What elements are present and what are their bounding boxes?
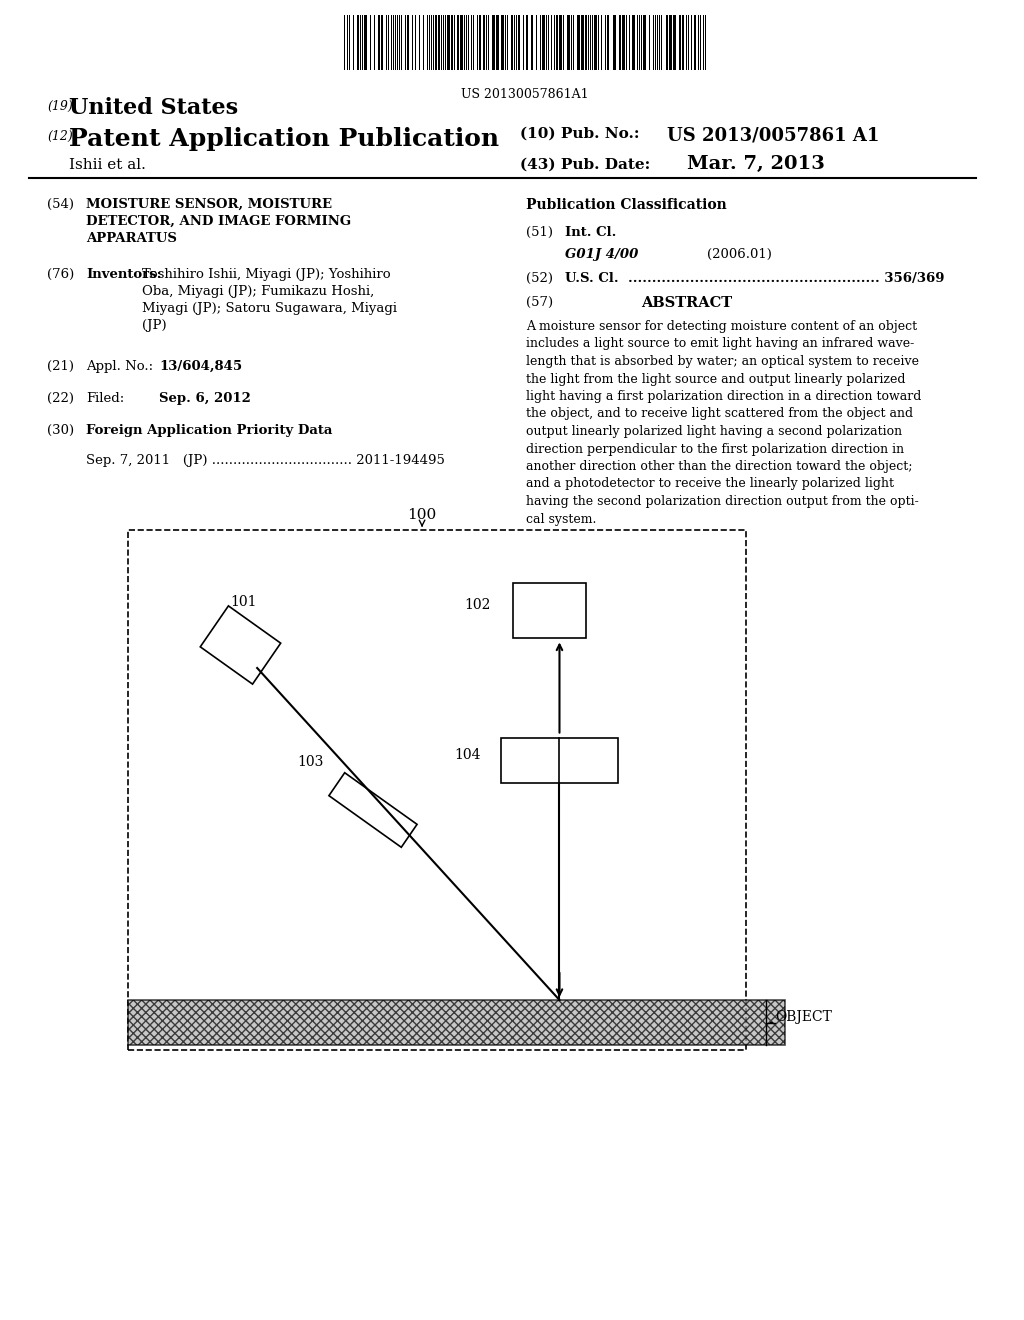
Bar: [531, 15, 532, 70]
Bar: [201, 606, 281, 684]
Bar: [694, 15, 696, 70]
Text: (52): (52): [526, 272, 553, 285]
Bar: [496, 15, 499, 70]
Bar: [435, 15, 437, 70]
Bar: [378, 15, 380, 70]
Text: 102: 102: [465, 598, 490, 612]
Bar: [492, 15, 495, 70]
Text: Publication Classification: Publication Classification: [526, 198, 727, 213]
Text: US 20130057861A1: US 20130057861A1: [462, 88, 589, 102]
Text: A moisture sensor for detecting moisture content of an object
includes a light s: A moisture sensor for detecting moisture…: [526, 319, 922, 525]
Text: (21): (21): [47, 360, 74, 374]
Bar: [128, 531, 745, 1049]
Bar: [511, 15, 513, 70]
Text: Appl. No.:: Appl. No.:: [86, 360, 154, 374]
Bar: [381, 15, 383, 70]
Bar: [408, 15, 410, 70]
Text: 104: 104: [455, 748, 481, 762]
Bar: [128, 1001, 785, 1045]
Bar: [581, 15, 584, 70]
Bar: [682, 15, 684, 70]
Text: US 2013/0057861 A1: US 2013/0057861 A1: [668, 127, 880, 145]
Text: United States: United States: [69, 96, 238, 119]
Bar: [559, 15, 562, 70]
Bar: [501, 15, 504, 70]
Text: U.S. Cl.: U.S. Cl.: [565, 272, 618, 285]
Text: (12): (12): [47, 129, 73, 143]
Bar: [556, 15, 558, 70]
Text: (76): (76): [47, 268, 75, 281]
Text: Mar. 7, 2013: Mar. 7, 2013: [687, 154, 825, 173]
Bar: [446, 15, 450, 70]
Bar: [606, 15, 608, 70]
Bar: [357, 15, 359, 70]
Bar: [479, 15, 481, 70]
Bar: [632, 15, 635, 70]
Text: Filed:: Filed:: [86, 392, 125, 405]
Text: Patent Application Publication: Patent Application Publication: [69, 127, 499, 150]
Bar: [613, 15, 616, 70]
Text: (19): (19): [47, 100, 73, 114]
Text: (30): (30): [47, 424, 74, 437]
Bar: [458, 15, 460, 70]
Text: 13/604,845: 13/604,845: [159, 360, 242, 374]
Text: (57): (57): [526, 296, 553, 309]
Text: Sep. 6, 2012: Sep. 6, 2012: [159, 392, 251, 405]
Text: (54): (54): [47, 198, 74, 211]
Text: 100: 100: [408, 508, 436, 521]
Text: ..................................................... 356/369: ........................................…: [628, 272, 945, 285]
Text: Inventors:: Inventors:: [86, 268, 162, 281]
Text: (43) Pub. Date:: (43) Pub. Date:: [520, 158, 650, 172]
Bar: [585, 15, 587, 70]
Text: (2006.01): (2006.01): [707, 248, 772, 261]
Bar: [438, 15, 439, 70]
Text: ABSTRACT: ABSTRACT: [641, 296, 732, 310]
Bar: [526, 15, 528, 70]
Text: Int. Cl.: Int. Cl.: [565, 226, 616, 239]
Bar: [451, 15, 454, 70]
Text: Sep. 7, 2011   (JP) ................................. 2011-194495: Sep. 7, 2011 (JP) ......................…: [86, 454, 445, 467]
Text: G01J 4/00: G01J 4/00: [565, 248, 639, 261]
Bar: [567, 15, 570, 70]
Bar: [667, 15, 669, 70]
Text: (10) Pub. No.:: (10) Pub. No.:: [520, 127, 640, 141]
Bar: [501, 738, 618, 783]
Text: (51): (51): [526, 226, 553, 239]
Text: 103: 103: [298, 755, 324, 770]
Text: Ishii et al.: Ishii et al.: [69, 158, 145, 172]
Text: 101: 101: [230, 595, 257, 609]
Bar: [620, 15, 622, 70]
Bar: [518, 15, 520, 70]
Bar: [674, 15, 676, 70]
Bar: [670, 15, 673, 70]
Bar: [542, 15, 545, 70]
Text: OBJECT: OBJECT: [775, 1011, 833, 1024]
Bar: [483, 15, 485, 70]
Text: Toshihiro Ishii, Miyagi (JP); Yoshihiro
Oba, Miyagi (JP); Fumikazu Hoshi,
Miyagi: Toshihiro Ishii, Miyagi (JP); Yoshihiro …: [142, 268, 397, 333]
Bar: [329, 772, 417, 847]
Bar: [679, 15, 681, 70]
Bar: [513, 582, 587, 638]
Bar: [461, 15, 463, 70]
Text: MOISTURE SENSOR, MOISTURE
DETECTOR, AND IMAGE FORMING
APPARATUS: MOISTURE SENSOR, MOISTURE DETECTOR, AND …: [86, 198, 351, 246]
Text: (22): (22): [47, 392, 74, 405]
Bar: [365, 15, 367, 70]
Bar: [578, 15, 580, 70]
Bar: [594, 15, 597, 70]
Bar: [623, 15, 626, 70]
Bar: [643, 15, 646, 70]
Text: Foreign Application Priority Data: Foreign Application Priority Data: [86, 424, 333, 437]
